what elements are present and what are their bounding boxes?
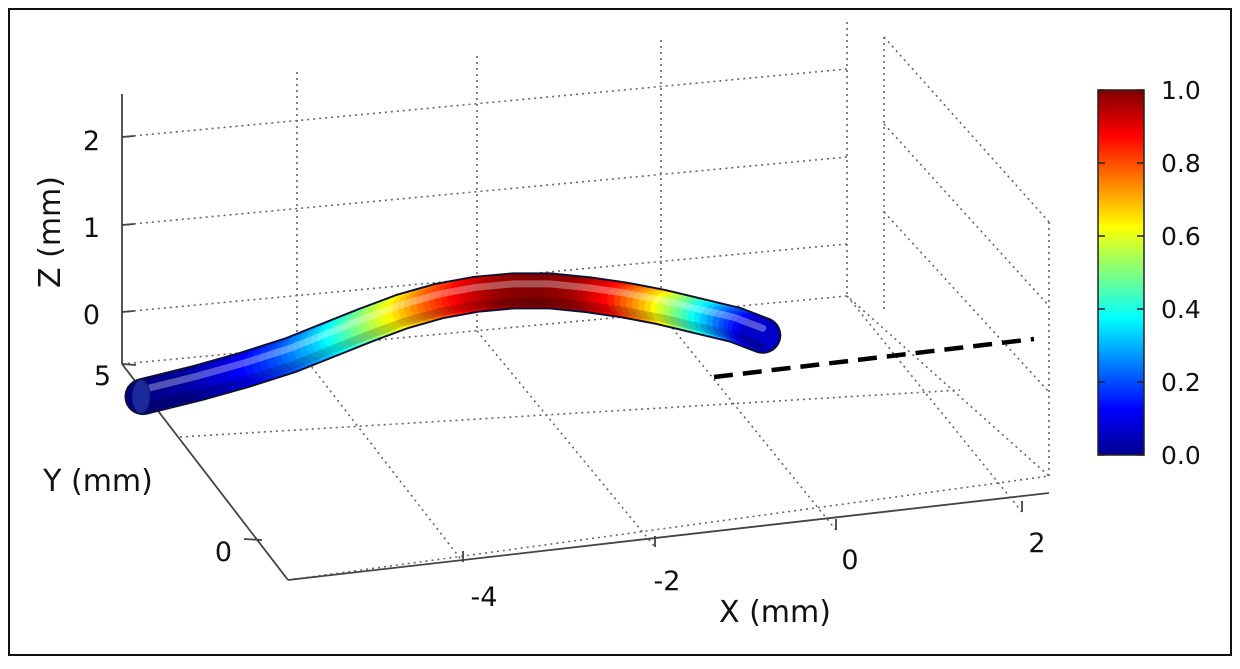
colorbar-ticks: 0.0 0.2 0.4 0.6 0.8 1.0 (1098, 76, 1201, 470)
z-tick-label: 0 (83, 300, 100, 331)
colorbar-tick-label: 0.6 (1161, 222, 1201, 251)
z-tick-label: 2 (83, 126, 100, 157)
x-tick-label: -2 (654, 566, 681, 597)
axes-lines (121, 94, 1050, 581)
reference-dashed-line (713, 336, 1035, 380)
y-axis-label: Y (mm) (42, 464, 153, 499)
colorbar-gradient (1097, 89, 1145, 456)
y-tick-label: 5 (94, 361, 111, 392)
x-tick-label: 0 (841, 545, 858, 576)
colorbar-tick-label: 0.2 (1161, 368, 1201, 397)
tube-end-cap (131, 379, 151, 415)
colorbar: 0.0 0.2 0.4 0.6 0.8 1.0 (1097, 76, 1201, 470)
colorbar-tick-label: 0.0 (1161, 441, 1201, 470)
colorbar-tick-label: 0.4 (1161, 295, 1201, 324)
colorbar-tick-label: 1.0 (1161, 76, 1201, 105)
colorbar-tick-label: 0.8 (1161, 149, 1201, 178)
tube-series (124, 272, 782, 416)
x-tick-label: -4 (471, 582, 498, 613)
tube-segment (741, 317, 780, 352)
x-axis-label: X (mm) (719, 595, 831, 630)
figure-border (8, 8, 1232, 656)
x-tick-label: 2 (1028, 528, 1045, 559)
tube-highlight (139, 280, 767, 394)
z-axis-label: Z (mm) (33, 176, 68, 288)
tube-shadow (139, 297, 767, 412)
z-tick-label: 1 (83, 213, 100, 244)
y-tick-label: 0 (215, 537, 232, 568)
